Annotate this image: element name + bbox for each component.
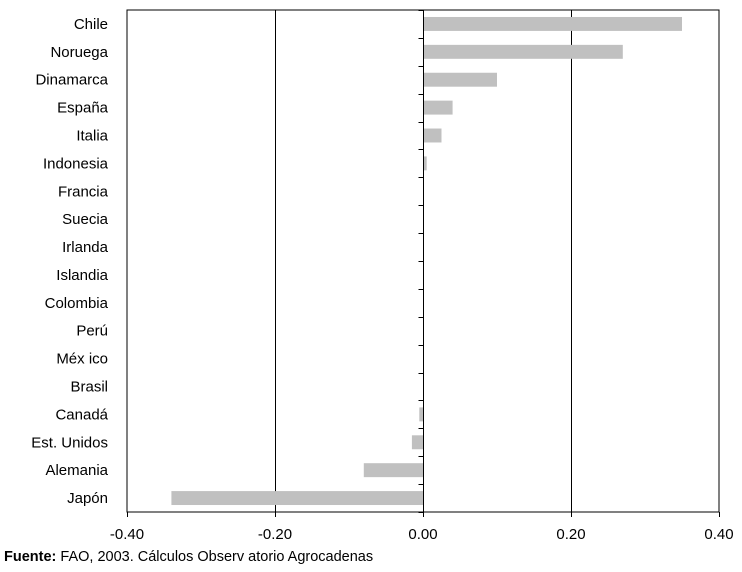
x-tick-label-2: 0.00 [408,526,437,543]
source-note: Fuente: FAO, 2003. Cálculos Observ atori… [4,549,373,565]
category-label-11: Perú [76,323,108,340]
category-label-1: Noruega [50,44,108,61]
category-label-3: España [57,100,109,117]
category-label-9: Islandia [56,267,108,284]
grid-lines [275,10,572,512]
x-tick-label-1: -0.20 [258,526,292,543]
bar-2 [423,72,497,87]
category-label-17: Japón [67,490,108,507]
bar-3 [423,100,453,115]
bar-1 [423,44,623,59]
category-label-7: Suecia [62,211,109,228]
category-label-12: Méx ico [56,351,108,368]
x-tick-label-3: 0.20 [556,526,585,543]
category-label-8: Irlanda [62,239,109,256]
bars [171,16,682,506]
bar-14 [419,407,423,422]
category-label-6: Francia [58,183,109,200]
category-label-2: Dinamarca [35,72,108,89]
bar-4 [423,128,442,143]
category-label-13: Brasil [70,379,108,396]
bar-17 [171,491,423,506]
x-tick-label-4: 0.40 [704,526,733,543]
category-label-5: Indonesia [43,155,109,172]
x-tick-label-0: -0.40 [110,526,144,543]
source-text: FAO, 2003. Cálculos Observ atorio Agroca… [56,549,374,565]
x-tick-labels: -0.40 -0.20 0.00 0.20 0.40 [110,526,734,543]
category-label-0: Chile [74,16,108,33]
category-label-14: Canadá [55,406,108,423]
bar-16 [363,463,423,478]
bar-5 [423,156,427,171]
category-label-15: Est. Unidos [31,434,108,451]
category-label-4: Italia [76,128,108,145]
category-label-16: Alemania [45,462,108,479]
source-label: Fuente: [4,549,57,565]
bar-0 [423,16,682,31]
category-labels: Chile Noruega Dinamarca España Italia Indones… [31,16,108,507]
bar-15 [411,435,423,450]
category-label-10: Colombia [45,295,109,312]
zero-axis [127,10,720,517]
